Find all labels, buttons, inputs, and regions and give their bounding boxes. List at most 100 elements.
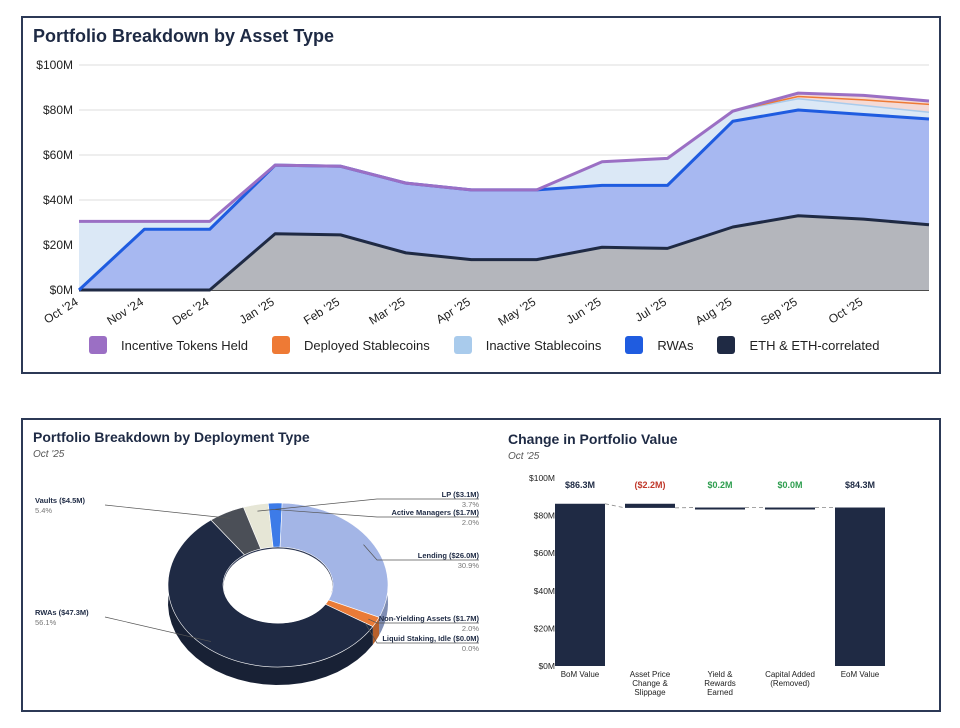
waterfall-data-label: $0.2M — [707, 480, 732, 490]
portfolio-change-chart-subtitle: Oct '25 — [508, 451, 540, 462]
x-tick-label: Nov '24 — [104, 294, 146, 327]
x-category-label: Yield & — [707, 670, 733, 679]
legend-swatch — [453, 336, 472, 354]
donut-slice — [210, 506, 262, 556]
incentive-tokens-line — [79, 91, 930, 223]
donut-leader-line — [104, 616, 212, 642]
donut-slice-pct: 0.0% — [462, 644, 479, 653]
x-category-label: Change & — [632, 679, 668, 688]
deployment-type-chart-title: Portfolio Breakdown by Deployment Type — [33, 429, 310, 445]
y-tick-label: $20M — [534, 623, 555, 633]
x-tick-label: Apr '25 — [434, 295, 474, 327]
legend-item: Inactive Stablecoins — [453, 336, 602, 354]
y-tick-label: $80M — [534, 511, 555, 521]
y-tick-label: $20M — [43, 238, 73, 252]
donut-slice-label: Lending ($26.0M) — [418, 551, 480, 560]
donut-slice-label: RWAs ($47.3M) — [35, 608, 89, 617]
waterfall-bar — [835, 507, 885, 666]
donut-leader-line — [257, 498, 479, 512]
waterfall-bar — [695, 507, 745, 510]
x-tick-label: Oct '24 — [41, 294, 81, 326]
donut-slice-pct: 30.9% — [458, 561, 480, 570]
donut-hole — [223, 548, 333, 624]
donut-slice-label: LP ($3.1M) — [442, 490, 480, 499]
waterfall-data-label: ($2.2M) — [634, 480, 665, 490]
waterfall-bar — [765, 507, 815, 510]
legend-label: Incentive Tokens Held — [121, 337, 248, 353]
x-category-label: Asset Price — [630, 670, 671, 679]
donut-slice-side — [372, 617, 380, 645]
legend-swatch — [271, 336, 290, 354]
rwa-area — [79, 110, 929, 290]
y-tick-label: $0M — [50, 283, 73, 297]
x-category-label: Rewards — [704, 679, 736, 688]
asset-type-chart-title: Portfolio Breakdown by Asset Type — [33, 26, 335, 46]
portfolio-change-waterfall-chart: $0M $20M $40M $60M $80M $100M $86.3M BoM Value (… — [529, 473, 885, 697]
donut-slice-pct: 3.7% — [462, 500, 479, 509]
bottom-panel: Portfolio Breakdown by Deployment Type O… — [21, 418, 941, 712]
donut-leader-line — [275, 509, 479, 518]
deployment-type-donut-chart: LP ($3.1M)3.7%Active Managers ($1.7M)2.0… — [35, 490, 480, 685]
legend-item: ETH & ETH-correlated — [717, 336, 880, 354]
portfolio-change-chart-title: Change in Portfolio Value — [508, 431, 678, 447]
legend-label: RWAs — [657, 337, 694, 353]
x-category-label: BoM Value — [561, 670, 600, 679]
x-category-label: (Removed) — [770, 679, 810, 688]
y-tick-label: $0M — [538, 661, 555, 671]
x-tick-label: Jul '25 — [633, 294, 670, 324]
x-tick-label: Aug '25 — [693, 295, 735, 328]
x-tick-label: May '25 — [496, 295, 539, 328]
legend-swatch — [89, 336, 107, 354]
donut-slice-label: Liquid Staking, Idle ($0.0M) — [382, 634, 479, 643]
waterfall-bar — [625, 503, 675, 508]
donut-slice-pct: 5.4% — [35, 506, 52, 515]
x-tick-label: Jan '25 — [237, 295, 277, 327]
eth-line — [79, 214, 930, 292]
y-tick-label: $60M — [43, 148, 73, 162]
x-category-label: Slippage — [634, 688, 666, 697]
donut-leader-line — [104, 504, 231, 519]
donut-leader-line — [363, 544, 479, 561]
y-tick-label: $40M — [534, 586, 555, 596]
donut-slice-label: Active Managers ($1.7M) — [391, 508, 479, 517]
y-tick-label: $100M — [529, 473, 555, 483]
donut-slice-label: Non-Yielding Assets ($1.7M) — [379, 614, 480, 623]
donut-slice-pct: 56.1% — [35, 618, 57, 627]
legend-item: Incentive Tokens Held — [89, 336, 248, 354]
donut-leader-line — [364, 623, 479, 644]
x-category-label: Earned — [707, 688, 733, 697]
x-tick-label: Jun '25 — [564, 295, 604, 327]
donut-leader-line — [368, 618, 479, 624]
asset-type-chart-panel: Portfolio Breakdown by Asset Type $0M $20… — [21, 16, 941, 374]
x-tick-label: Sep '25 — [758, 295, 800, 328]
x-category-label: Capital Added — [765, 670, 815, 679]
legend-label: ETH & ETH-correlated — [749, 337, 880, 353]
asset-type-legend: Incentive Tokens Held Deployed Stablecoin… — [89, 336, 904, 354]
waterfall-data-label: $0.0M — [777, 480, 802, 490]
donut-slice-pct: 2.0% — [462, 518, 479, 527]
donut-slice — [279, 502, 389, 618]
waterfall-connector — [604, 503, 626, 509]
y-tick-label: $40M — [43, 193, 73, 207]
asset-type-area-chart: $0M $20M $40M $60M $80M $100M Oct '24 Nov '24 De… — [36, 58, 930, 328]
donut-slice-pct: 2.0% — [462, 624, 479, 633]
waterfall-data-label: $86.3M — [565, 480, 595, 490]
legend-swatch — [717, 336, 736, 354]
x-tick-label: Feb '25 — [301, 295, 342, 328]
legend-item: Deployed Stablecoins — [271, 336, 430, 354]
waterfall-bar — [555, 503, 605, 666]
y-tick-label: $60M — [534, 548, 555, 558]
y-tick-label: $100M — [36, 58, 73, 72]
x-tick-label: Oct '25 — [826, 294, 866, 326]
x-tick-label: Dec '24 — [170, 294, 212, 327]
y-tick-label: $80M — [43, 103, 73, 117]
legend-label: Deployed Stablecoins — [303, 337, 430, 353]
legend-swatch — [625, 336, 644, 354]
x-category-label: EoM Value — [841, 670, 880, 679]
waterfall-data-label: $84.3M — [845, 480, 875, 490]
legend-label: Inactive Stablecoins — [485, 337, 602, 353]
deployment-type-chart-subtitle: Oct '25 — [33, 449, 65, 460]
donut-slice-label: Vaults ($4.5M) — [35, 496, 86, 505]
x-tick-label: Mar '25 — [366, 294, 407, 327]
legend-item: RWAs — [625, 336, 693, 354]
